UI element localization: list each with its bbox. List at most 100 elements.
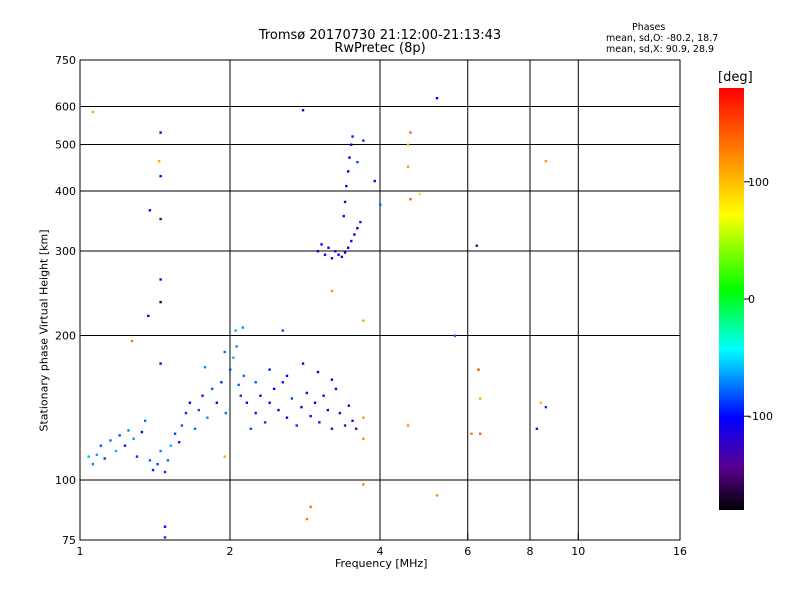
data-point bbox=[301, 362, 305, 365]
data-point bbox=[309, 505, 312, 509]
data-point bbox=[157, 160, 161, 163]
data-point bbox=[362, 416, 365, 419]
data-point bbox=[330, 257, 334, 260]
x-tick-label: 6 bbox=[464, 545, 471, 558]
data-point bbox=[330, 427, 334, 430]
data-point bbox=[206, 416, 209, 419]
data-point bbox=[327, 246, 330, 249]
data-point bbox=[362, 139, 365, 142]
data-point bbox=[379, 203, 382, 206]
data-point bbox=[188, 401, 192, 404]
data-point bbox=[148, 209, 152, 212]
data-point bbox=[159, 300, 162, 304]
data-point bbox=[259, 394, 262, 397]
data-point bbox=[359, 220, 362, 224]
data-point bbox=[453, 334, 457, 337]
data-point bbox=[351, 135, 354, 138]
data-point bbox=[351, 419, 354, 422]
data-point bbox=[130, 339, 134, 343]
data-point bbox=[242, 374, 246, 378]
data-point bbox=[177, 441, 181, 444]
data-point bbox=[326, 408, 330, 412]
x-tick-label: 1 bbox=[77, 545, 84, 558]
data-point bbox=[318, 421, 321, 424]
data-point bbox=[337, 253, 340, 256]
data-point bbox=[281, 381, 284, 384]
data-point bbox=[132, 437, 135, 440]
colorbar bbox=[719, 88, 744, 510]
data-point bbox=[295, 424, 298, 427]
data-point bbox=[353, 233, 356, 236]
x-axis-label: Frequency [MHz] bbox=[335, 557, 428, 570]
data-point bbox=[316, 250, 320, 253]
y-tick-label: 75 bbox=[62, 534, 76, 547]
data-point bbox=[334, 387, 338, 391]
data-point bbox=[356, 160, 359, 164]
data-point bbox=[350, 143, 353, 146]
data-point bbox=[235, 345, 238, 348]
y-tick-label: 300 bbox=[55, 245, 76, 258]
colorbar-tick-label: 0 bbox=[748, 293, 755, 306]
data-point bbox=[309, 414, 312, 418]
colorbar-unit-label: [deg] bbox=[718, 70, 753, 85]
data-point bbox=[338, 411, 342, 415]
data-point bbox=[159, 362, 162, 365]
data-point bbox=[127, 429, 130, 432]
data-point bbox=[87, 455, 90, 458]
data-point bbox=[268, 401, 271, 404]
data-point bbox=[479, 397, 482, 400]
data-point bbox=[241, 326, 245, 329]
data-point bbox=[159, 174, 162, 178]
data-point bbox=[203, 365, 207, 369]
data-point bbox=[373, 179, 376, 183]
data-point bbox=[169, 444, 173, 447]
data-point bbox=[254, 411, 257, 415]
data-point bbox=[281, 329, 284, 332]
data-point bbox=[418, 192, 421, 196]
data-point bbox=[330, 289, 334, 293]
data-point bbox=[148, 459, 152, 462]
data-point bbox=[193, 427, 197, 430]
data-point bbox=[470, 432, 473, 435]
data-point bbox=[343, 424, 347, 427]
data-point bbox=[159, 278, 162, 281]
phase-stats-o: mean, sd,O: -80.2, 18.7 bbox=[606, 33, 719, 44]
data-point bbox=[343, 200, 347, 204]
data-point bbox=[163, 525, 167, 528]
data-point bbox=[343, 251, 347, 254]
data-point bbox=[91, 110, 95, 114]
data-point bbox=[268, 368, 271, 371]
data-point bbox=[316, 370, 320, 374]
y-tick-label: 200 bbox=[55, 330, 76, 343]
data-point bbox=[159, 131, 162, 134]
data-point bbox=[263, 421, 267, 424]
data-point bbox=[362, 319, 365, 322]
data-point bbox=[223, 455, 226, 458]
data-point bbox=[362, 437, 365, 440]
data-point bbox=[159, 449, 162, 453]
colorbar-tick-label: 100 bbox=[748, 176, 769, 189]
data-point bbox=[406, 424, 410, 427]
data-point bbox=[210, 387, 214, 391]
data-point bbox=[435, 494, 439, 497]
data-point bbox=[477, 368, 480, 371]
data-point bbox=[301, 109, 305, 112]
data-point bbox=[285, 374, 289, 378]
data-point bbox=[173, 432, 177, 435]
data-point bbox=[345, 184, 348, 188]
data-point bbox=[91, 462, 95, 466]
data-point bbox=[143, 419, 147, 422]
data-point bbox=[99, 444, 103, 447]
data-point bbox=[285, 416, 289, 419]
data-point bbox=[323, 253, 327, 256]
data-point bbox=[305, 391, 309, 395]
data-point bbox=[330, 378, 334, 381]
x-tick-label: 16 bbox=[673, 545, 687, 558]
data-point bbox=[362, 483, 365, 486]
data-point bbox=[340, 255, 344, 259]
data-point bbox=[320, 243, 323, 246]
data-point bbox=[114, 449, 118, 453]
data-point bbox=[249, 427, 253, 430]
data-point bbox=[346, 246, 350, 249]
